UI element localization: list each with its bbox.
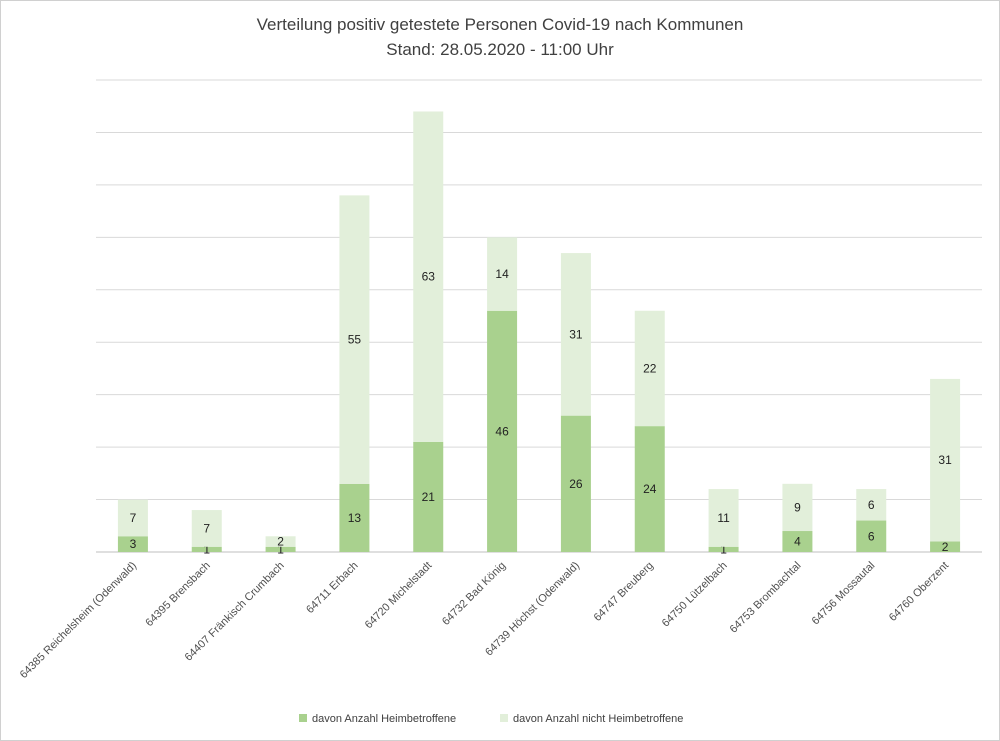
legend-swatch-heimbetroffene — [299, 714, 307, 722]
bar-nicht-heimbetroffene — [782, 483, 813, 532]
bar-heimbetroffene — [265, 546, 296, 552]
x-tick-label: 64756 Mossautal — [810, 560, 878, 628]
bar-heimbetroffene — [708, 546, 739, 552]
bar-value-label: 2 — [942, 540, 949, 554]
bar-value-label: 14 — [495, 267, 509, 281]
bar-nicht-heimbetroffene — [339, 195, 370, 484]
x-tick-label: 64760 Oberzent — [887, 560, 951, 624]
bar-heimbetroffene — [487, 310, 518, 552]
bar-value-label: 4 — [794, 535, 801, 549]
bar-heimbetroffene — [782, 531, 813, 552]
bar-value-label: 7 — [130, 511, 137, 525]
x-axis-tick-labels: 64385 Reichelsheim (Odenwald) 64395 Brens… — [18, 560, 952, 681]
bar-nicht-heimbetroffene — [487, 237, 518, 311]
x-tick-label: 64732 Bad König — [440, 560, 508, 628]
bar-nicht-heimbetroffene — [117, 499, 148, 537]
bar-heimbetroffene — [930, 541, 961, 552]
legend-swatch-nicht-heimbetroffene — [500, 714, 508, 722]
bar-value-label: 11 — [717, 511, 730, 525]
x-tick-label: 64753 Brombachtal — [728, 560, 804, 636]
bar-nicht-heimbetroffene — [191, 510, 222, 547]
bar-value-label: 31 — [938, 453, 952, 467]
bar-nicht-heimbetroffene — [265, 536, 296, 547]
bar-heimbetroffene — [856, 520, 887, 552]
bar-value-label: 13 — [348, 511, 362, 525]
bar-value-label: 31 — [569, 327, 583, 341]
chart-subtitle: Stand: 28.05.2020 - 11:00 Uhr — [386, 40, 614, 59]
legend-label-nicht-heimbetroffene: davon Anzahl nicht Heimbetroffene — [513, 713, 683, 725]
legend: davon Anzahl Heimbetroffene davon Anzahl… — [299, 713, 683, 725]
bar-value-label: 6 — [868, 529, 875, 543]
bar-value-label: 22 — [643, 361, 657, 375]
gridlines — [96, 79, 982, 553]
x-tick-label: 64711 Erbach — [304, 560, 360, 616]
bar-value-label: 7 — [203, 521, 210, 535]
bar-nicht-heimbetroffene — [856, 489, 887, 521]
bar-nicht-heimbetroffene — [634, 310, 665, 427]
chart-title: Verteilung positiv getestete Personen Co… — [257, 15, 744, 34]
x-tick-label: 64747 Breuberg — [592, 560, 656, 624]
bar-value-label: 2 — [277, 535, 284, 549]
legend-label-heimbetroffene: davon Anzahl Heimbetroffene — [312, 713, 456, 725]
bar-heimbetroffene — [191, 546, 222, 552]
bar-nicht-heimbetroffene — [930, 378, 961, 542]
bar-value-label: 1 — [277, 542, 284, 556]
bar-value-label: 26 — [569, 477, 583, 491]
x-tick-label: 64750 Lützelbach — [660, 560, 730, 630]
bar-value-label: 55 — [348, 333, 362, 347]
bar-value-label: 3 — [130, 537, 137, 551]
bar-value-label: 6 — [868, 498, 875, 512]
bar-heimbetroffene — [339, 483, 370, 552]
bar-value-label: 21 — [422, 490, 436, 504]
x-tick-label: 64395 Brensbach — [143, 560, 212, 629]
bar-heimbetroffene — [413, 441, 444, 552]
bar-value-label: 9 — [794, 500, 801, 514]
bar-heimbetroffene — [634, 426, 665, 552]
bar-heimbetroffene — [560, 415, 591, 552]
x-tick-label: 64385 Reichelsheim (Odenwald) — [18, 560, 139, 681]
bar-value-label: 63 — [422, 270, 436, 284]
bar-heimbetroffene — [117, 536, 148, 552]
bar-nicht-heimbetroffene — [708, 489, 739, 547]
bar-nicht-heimbetroffene — [560, 253, 591, 416]
bar-nicht-heimbetroffene — [413, 111, 444, 442]
bar-value-label: 1 — [720, 542, 727, 556]
bar-value-label: 46 — [495, 424, 509, 438]
x-tick-label: 64720 Michelstadt — [363, 560, 435, 632]
bar-value-label: 24 — [643, 482, 657, 496]
bar-value-label: 1 — [203, 542, 210, 556]
